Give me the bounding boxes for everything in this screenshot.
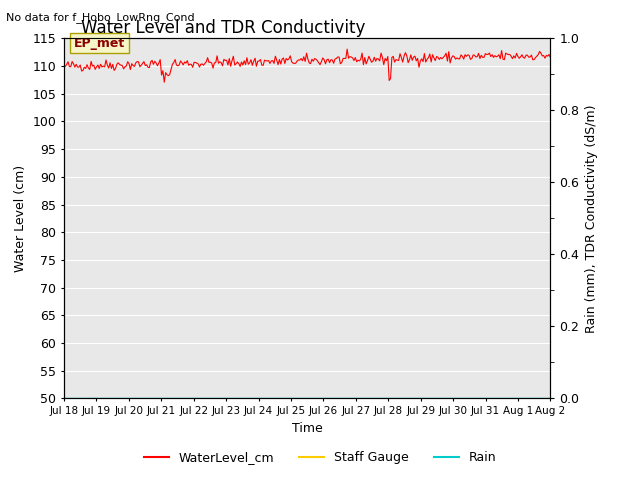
Y-axis label: Water Level (cm): Water Level (cm) — [14, 165, 27, 272]
X-axis label: Time: Time — [292, 421, 323, 434]
Text: No data for f_Hobo_LowRng_Cond: No data for f_Hobo_LowRng_Cond — [6, 12, 195, 23]
Text: Water Level and TDR Conductivity: Water Level and TDR Conductivity — [81, 19, 365, 37]
Y-axis label: Rain (mm), TDR Conductivity (dS/m): Rain (mm), TDR Conductivity (dS/m) — [585, 104, 598, 333]
Legend: WaterLevel_cm, Staff Gauge, Rain: WaterLevel_cm, Staff Gauge, Rain — [138, 446, 502, 469]
Text: EP_met: EP_met — [74, 36, 125, 50]
